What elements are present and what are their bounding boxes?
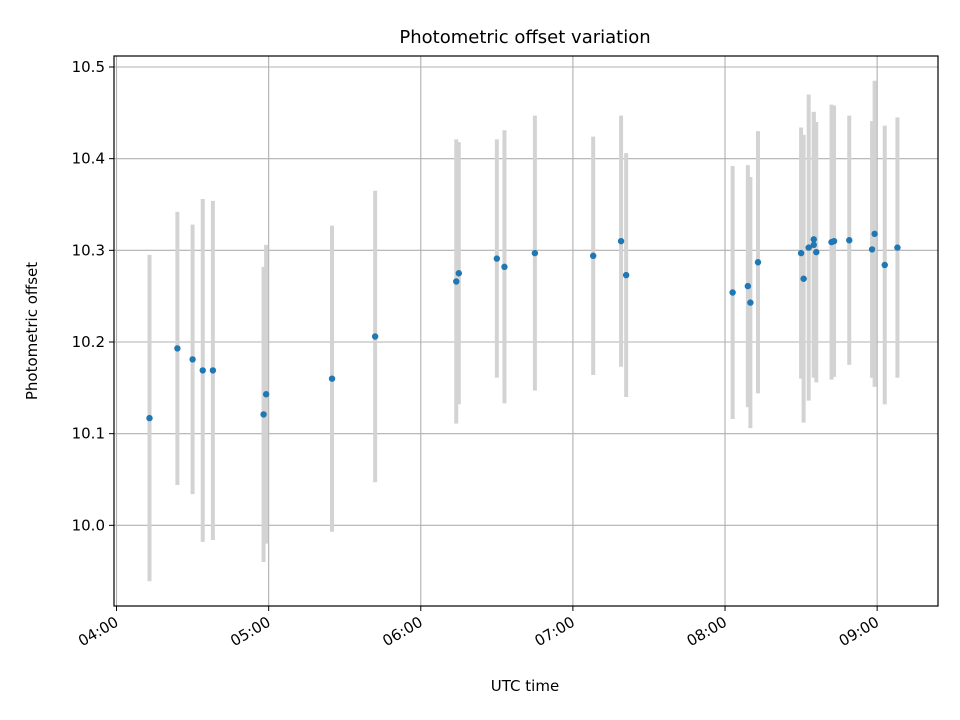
data-point [894, 244, 901, 251]
plot-area [113, 55, 939, 607]
data-point [501, 263, 508, 271]
plot-frame [113, 55, 939, 607]
data-point [262, 391, 270, 398]
data-point [800, 275, 807, 282]
y-tick-label: 10.4 [72, 150, 105, 168]
grid [114, 56, 938, 606]
data-point [871, 230, 878, 238]
data-point [453, 278, 460, 285]
y-axis-label: Photometric offset [23, 262, 41, 400]
data-point [589, 252, 597, 260]
y-tick-label: 10.3 [72, 241, 105, 259]
data-point [199, 367, 206, 374]
data-point [805, 244, 812, 251]
data-point [371, 333, 379, 340]
data-point [881, 261, 888, 269]
data-point [260, 411, 267, 418]
data-point [328, 375, 336, 382]
data-point [810, 236, 817, 243]
data-point [846, 237, 853, 244]
y-axis: 10.0 10.1 10.2 10.3 10.4 10.5 [72, 58, 114, 534]
data-point [747, 299, 754, 306]
data-point [868, 246, 876, 253]
data-point [797, 249, 805, 257]
data-points [146, 230, 901, 422]
data-point [531, 249, 539, 257]
data-point [813, 248, 820, 256]
y-tick-label: 10.1 [72, 425, 105, 443]
data-point [146, 414, 153, 422]
data-point [754, 259, 762, 266]
y-tick-label: 10.5 [72, 58, 105, 76]
data-point [455, 270, 463, 277]
data-point [617, 237, 625, 245]
data-point [729, 289, 736, 296]
y-tick-label: 10.2 [72, 333, 105, 351]
data-point [493, 255, 501, 262]
chart-title: Photometric offset variation [399, 27, 650, 48]
data-point [744, 282, 752, 290]
x-axis-label: UTC time [491, 677, 559, 695]
data-point [830, 237, 838, 245]
data-point [189, 356, 196, 363]
y-tick-label: 10.0 [72, 516, 105, 534]
data-point [209, 367, 217, 374]
data-point [622, 271, 630, 279]
data-point [810, 241, 817, 249]
data-point [174, 345, 181, 352]
